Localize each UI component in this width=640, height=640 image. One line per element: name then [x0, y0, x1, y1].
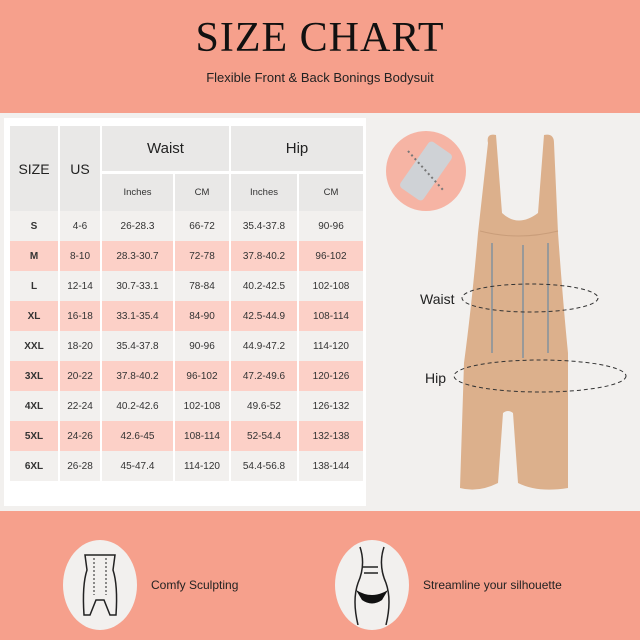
page-subtitle: Flexible Front & Back Bonings Bodysuit [206, 70, 434, 85]
header-hip-inches: Inches [231, 171, 297, 211]
cell-waist-in: 42.6-45 [102, 421, 173, 451]
table-row: XXL 18-20 35.4-37.8 90-96 44.9-47.2 114-120 [10, 331, 363, 361]
cell-waist-cm: 114-120 [175, 451, 229, 481]
cell-hip-in: 35.4-37.8 [231, 211, 297, 241]
header-waist-cm: CM [175, 171, 229, 211]
table-row: 4XL 22-24 40.2-42.6 102-108 49.6-52 126-132 [10, 391, 363, 421]
cell-size: 4XL [10, 391, 58, 421]
cell-waist-in: 40.2-42.6 [102, 391, 173, 421]
cell-hip-in: 49.6-52 [231, 391, 297, 421]
cell-waist-in: 45-47.4 [102, 451, 173, 481]
cell-us: 4-6 [60, 211, 100, 241]
cell-us: 18-20 [60, 331, 100, 361]
hip-measure-line [453, 359, 627, 393]
waist-label: Waist [420, 291, 455, 307]
table-row: 6XL 26-28 45-47.4 114-120 54.4-56.8 138-144 [10, 451, 363, 481]
cell-size: 5XL [10, 421, 58, 451]
table-row: L 12-14 30.7-33.1 78-84 40.2-42.5 102-108 [10, 271, 363, 301]
cell-us: 20-22 [60, 361, 100, 391]
waist-slimming-icon [335, 540, 409, 630]
cell-waist-cm: 108-114 [175, 421, 229, 451]
header-banner: SIZE CHART Flexible Front & Back Bonings… [0, 0, 640, 113]
cell-waist-in: 30.7-33.1 [102, 271, 173, 301]
header-waist: Waist [102, 126, 229, 171]
cell-hip-cm: 126-132 [299, 391, 363, 421]
cell-hip-in: 52-54.4 [231, 421, 297, 451]
hip-label: Hip [425, 370, 447, 386]
cell-size: S [10, 211, 58, 241]
cell-us: 24-26 [60, 421, 100, 451]
cell-waist-in: 35.4-37.8 [102, 331, 173, 361]
cell-hip-cm: 108-114 [299, 301, 363, 331]
cell-size: XXL [10, 331, 58, 361]
cell-hip-in: 37.8-40.2 [231, 241, 297, 271]
cell-hip-cm: 132-138 [299, 421, 363, 451]
cell-hip-cm: 96-102 [299, 241, 363, 271]
cell-waist-cm: 90-96 [175, 331, 229, 361]
header-us: US [60, 126, 100, 211]
cell-waist-cm: 66-72 [175, 211, 229, 241]
cell-hip-cm: 102-108 [299, 271, 363, 301]
shaping-shorts-icon [63, 540, 137, 630]
cell-waist-in: 26-28.3 [102, 211, 173, 241]
cell-size: M [10, 241, 58, 271]
cell-hip-in: 47.2-49.6 [231, 361, 297, 391]
cell-hip-in: 40.2-42.5 [231, 271, 297, 301]
features-banner: Comfy Sculpting Streamline your silhouet… [0, 511, 640, 640]
feature-label: Comfy Sculpting [151, 578, 239, 592]
table-row: S 4-6 26-28.3 66-72 35.4-37.8 90-96 [10, 211, 363, 241]
header-size: SIZE [10, 126, 58, 211]
waist-measure-line [461, 283, 599, 313]
cell-size: 6XL [10, 451, 58, 481]
cell-hip-cm: 120-126 [299, 361, 363, 391]
cell-hip-in: 44.9-47.2 [231, 331, 297, 361]
cell-waist-in: 28.3-30.7 [102, 241, 173, 271]
cell-waist-cm: 84-90 [175, 301, 229, 331]
feature-streamline: Streamline your silhouette [335, 540, 562, 630]
table-row: M 8-10 28.3-30.7 72-78 37.8-40.2 96-102 [10, 241, 363, 271]
cell-us: 26-28 [60, 451, 100, 481]
cell-waist-in: 37.8-40.2 [102, 361, 173, 391]
cell-hip-in: 42.5-44.9 [231, 301, 297, 331]
table-row: 5XL 24-26 42.6-45 108-114 52-54.4 132-138 [10, 421, 363, 451]
cell-waist-cm: 102-108 [175, 391, 229, 421]
cell-us: 16-18 [60, 301, 100, 331]
cell-hip-in: 54.4-56.8 [231, 451, 297, 481]
product-image: Waist Hip [368, 113, 640, 510]
table-row: 3XL 20-22 37.8-40.2 96-102 47.2-49.6 120-126 [10, 361, 363, 391]
cell-waist-cm: 78-84 [175, 271, 229, 301]
cell-waist-cm: 72-78 [175, 241, 229, 271]
feature-comfy-sculpting: Comfy Sculpting [63, 540, 238, 630]
cell-waist-cm: 96-102 [175, 361, 229, 391]
cell-hip-cm: 114-120 [299, 331, 363, 361]
boning-detail-inset [386, 131, 466, 211]
cell-hip-cm: 138-144 [299, 451, 363, 481]
page-title: SIZE CHART [195, 15, 445, 61]
cell-waist-in: 33.1-35.4 [102, 301, 173, 331]
cell-hip-cm: 90-96 [299, 211, 363, 241]
cell-size: L [10, 271, 58, 301]
header-hip: Hip [231, 126, 363, 171]
table-row: XL 16-18 33.1-35.4 84-90 42.5-44.9 108-114 [10, 301, 363, 331]
cell-size: XL [10, 301, 58, 331]
cell-us: 22-24 [60, 391, 100, 421]
cell-us: 8-10 [60, 241, 100, 271]
feature-label: Streamline your silhouette [423, 578, 562, 592]
cell-size: 3XL [10, 361, 58, 391]
header-waist-inches: Inches [102, 171, 173, 211]
header-hip-cm: CM [299, 171, 363, 211]
cell-us: 12-14 [60, 271, 100, 301]
bodysuit-illustration [460, 134, 568, 490]
